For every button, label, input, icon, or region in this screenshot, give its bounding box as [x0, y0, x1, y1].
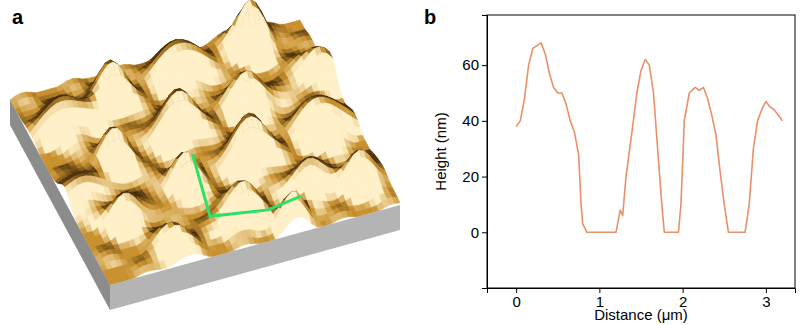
surface-facet [355, 127, 363, 136]
surface-facet [330, 65, 338, 79]
figure: ab01230204060Distance (μm)Height (nm) [0, 0, 803, 325]
surface-facet [332, 78, 340, 90]
surface-facet [302, 32, 310, 36]
surface-facet [305, 36, 313, 41]
surface-facet [307, 41, 315, 47]
